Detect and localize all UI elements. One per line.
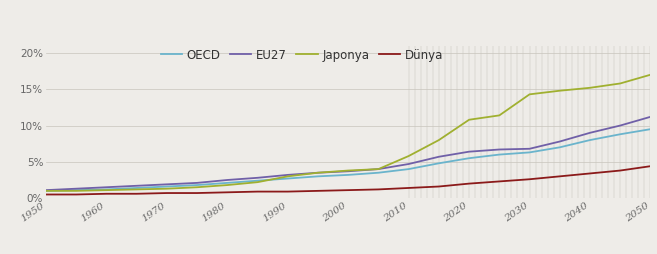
Line: Dünya: Dünya: [46, 166, 650, 195]
OECD: [495, 153, 503, 156]
OECD: [435, 162, 443, 165]
Dünya: [42, 193, 50, 196]
Japonya: [646, 73, 654, 76]
Dünya: [556, 175, 564, 178]
OECD: [616, 133, 624, 136]
Japonya: [314, 171, 322, 174]
Dünya: [616, 169, 624, 172]
OECD: [374, 171, 382, 174]
EU27: [435, 155, 443, 158]
Dünya: [495, 180, 503, 183]
Dünya: [435, 185, 443, 188]
EU27: [495, 148, 503, 151]
Japonya: [133, 188, 141, 191]
Japonya: [556, 89, 564, 92]
EU27: [223, 179, 231, 182]
Dünya: [102, 192, 110, 195]
Dünya: [374, 188, 382, 191]
Dünya: [284, 190, 292, 193]
EU27: [193, 181, 201, 184]
Dünya: [344, 189, 352, 192]
Japonya: [193, 186, 201, 189]
EU27: [405, 163, 413, 166]
EU27: [42, 189, 50, 192]
Japonya: [374, 168, 382, 171]
OECD: [586, 138, 594, 141]
Dünya: [254, 190, 261, 193]
OECD: [72, 189, 80, 192]
OECD: [344, 173, 352, 177]
Dünya: [314, 189, 322, 192]
Dünya: [526, 178, 533, 181]
OECD: [405, 168, 413, 171]
Legend: OECD, EU27, Japonya, Dünya: OECD, EU27, Japonya, Dünya: [161, 49, 443, 61]
EU27: [616, 124, 624, 127]
Dünya: [193, 192, 201, 195]
Japonya: [526, 93, 533, 96]
OECD: [193, 184, 201, 187]
Japonya: [163, 187, 171, 190]
EU27: [556, 140, 564, 143]
Japonya: [435, 138, 443, 141]
EU27: [344, 170, 352, 173]
OECD: [284, 177, 292, 180]
Dünya: [72, 193, 80, 196]
Dünya: [586, 172, 594, 175]
OECD: [163, 185, 171, 188]
EU27: [284, 173, 292, 177]
Dünya: [405, 186, 413, 189]
OECD: [556, 146, 564, 149]
EU27: [254, 176, 261, 179]
Japonya: [72, 189, 80, 192]
Japonya: [495, 114, 503, 117]
OECD: [465, 157, 473, 160]
Japonya: [284, 175, 292, 178]
OECD: [314, 175, 322, 178]
EU27: [102, 186, 110, 189]
Japonya: [254, 181, 261, 184]
Dünya: [133, 192, 141, 195]
EU27: [374, 168, 382, 171]
Japonya: [616, 82, 624, 85]
Japonya: [586, 86, 594, 89]
Japonya: [102, 189, 110, 192]
OECD: [254, 179, 261, 182]
Line: EU27: EU27: [46, 117, 650, 190]
OECD: [102, 188, 110, 191]
Japonya: [223, 184, 231, 187]
Dünya: [223, 191, 231, 194]
EU27: [72, 187, 80, 190]
EU27: [163, 183, 171, 186]
EU27: [465, 150, 473, 153]
EU27: [526, 147, 533, 150]
OECD: [646, 128, 654, 131]
EU27: [646, 115, 654, 118]
Dünya: [163, 192, 171, 195]
EU27: [586, 131, 594, 134]
Dünya: [646, 165, 654, 168]
Line: OECD: OECD: [46, 129, 650, 191]
Japonya: [465, 118, 473, 121]
OECD: [133, 186, 141, 189]
Line: Japonya: Japonya: [46, 75, 650, 191]
Japonya: [42, 189, 50, 192]
OECD: [42, 189, 50, 192]
EU27: [314, 171, 322, 174]
EU27: [133, 184, 141, 187]
Japonya: [405, 154, 413, 157]
OECD: [526, 151, 533, 154]
Japonya: [344, 169, 352, 172]
Dünya: [465, 182, 473, 185]
OECD: [223, 181, 231, 184]
